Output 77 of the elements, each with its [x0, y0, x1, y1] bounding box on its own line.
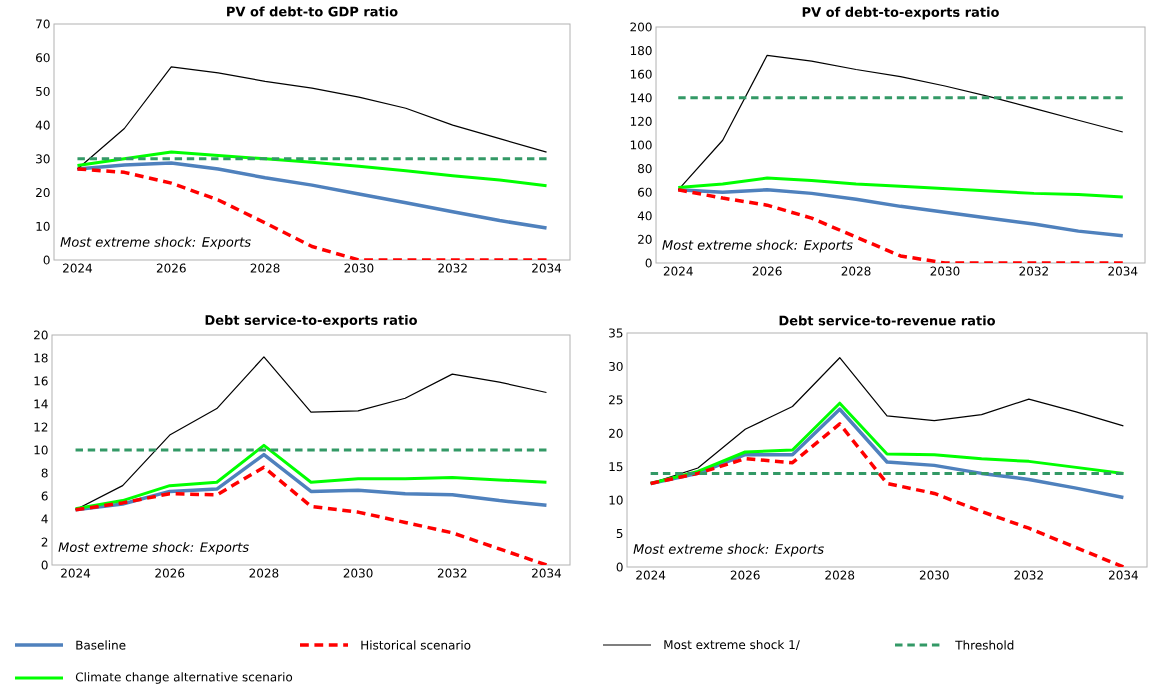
x-tick-label: 2034 [1108, 570, 1138, 580]
y-tick-label: 6 [41, 491, 48, 501]
chart-title: PV of debt-to GDP ratio [227, 6, 398, 17]
y-tick-label: 200 [630, 22, 652, 32]
y-tick-label: 80 [638, 164, 652, 174]
annotation: Most extreme shock: Exports [60, 236, 251, 250]
x-tick-label: 2024 [61, 568, 91, 578]
y-tick-label: 5 [616, 529, 623, 539]
y-tick-label: 4 [41, 514, 48, 524]
x-tick-label: 2032 [1019, 266, 1048, 276]
y-tick-label: 60 [36, 53, 50, 63]
y-tick-label: 16 [34, 376, 48, 386]
y-tick-label: 30 [36, 154, 50, 164]
x-tick-label: 2030 [343, 568, 373, 578]
x-tick-label: 2034 [532, 568, 562, 578]
y-tick-label: 0 [41, 560, 48, 570]
y-tick-label: 100 [630, 140, 652, 150]
y-tick-label: 0 [616, 562, 623, 572]
chart-title: Debt service-to-revenue ratio [779, 315, 996, 326]
x-tick-label: 2024 [636, 570, 666, 580]
annotation: Most extreme shock: Exports [662, 239, 853, 253]
x-tick-label: 2026 [156, 263, 186, 273]
x-tick-label: 2026 [752, 266, 782, 276]
y-tick-label: 8 [41, 468, 48, 478]
x-tick-label: 2024 [63, 263, 93, 273]
chart-title: Debt service-to-exports ratio [205, 314, 417, 328]
y-tick-label: 120 [630, 116, 652, 126]
legend-label: Most extreme shock 1/ [664, 639, 800, 651]
y-tick-label: 40 [35, 120, 50, 130]
y-tick-label: 18 [34, 353, 48, 363]
legend-label: Climate change alternative scenario [75, 672, 293, 684]
y-tick-label: 15 [609, 462, 623, 472]
x-tick-label: 2032 [437, 568, 467, 578]
legend-label: Baseline [76, 640, 126, 650]
y-tick-label: 180 [630, 46, 652, 56]
x-tick-label: 2032 [438, 263, 467, 273]
y-tick-label: 14 [34, 399, 48, 409]
y-tick-label: 160 [630, 69, 652, 79]
y-tick-label: 12 [34, 422, 48, 432]
x-tick-label: 2030 [930, 266, 960, 276]
y-tick-label: 40 [637, 211, 652, 221]
y-tick-label: 25 [609, 395, 623, 405]
y-tick-label: 2 [41, 537, 48, 547]
y-tick-label: 0 [43, 255, 50, 265]
x-tick-label: 2034 [532, 263, 562, 273]
y-tick-label: 20 [34, 330, 48, 340]
y-tick-label: 70 [36, 19, 50, 29]
x-tick-label: 2034 [1108, 266, 1138, 276]
y-tick-label: 35 [609, 328, 623, 338]
chart-title: PV of debt-to-exports ratio [802, 6, 999, 20]
y-tick-label: 20 [638, 234, 652, 244]
y-tick-label: 140 [630, 93, 652, 103]
x-tick-label: 2032 [1014, 570, 1043, 580]
line-series [75, 150, 549, 188]
x-tick-label: 2028 [825, 570, 855, 580]
y-tick-label: 10 [609, 495, 623, 505]
y-tick-label: 10 [36, 221, 50, 231]
legend-label: Threshold [955, 640, 1014, 650]
x-tick-label: 2026 [730, 570, 760, 580]
y-tick-label: 20 [609, 428, 623, 438]
annotation: Most extreme shock: Exports [633, 543, 824, 557]
x-tick-label: 2028 [250, 263, 280, 273]
annotation: Most extreme shock: Exports [58, 541, 249, 555]
x-tick-label: 2026 [155, 568, 185, 578]
y-tick-label: 60 [638, 187, 652, 197]
y-tick-label: 30 [609, 361, 623, 371]
x-tick-label: 2028 [841, 266, 871, 276]
y-tick-label: 0 [645, 258, 652, 268]
y-tick-label: 10 [34, 445, 48, 455]
x-tick-label: 2028 [249, 568, 279, 578]
line-series [75, 161, 549, 230]
x-tick-label: 2030 [919, 570, 949, 580]
y-tick-label: 20 [36, 188, 50, 198]
x-tick-label: 2030 [344, 263, 374, 273]
legend-label: Historical scenario [361, 640, 471, 650]
y-tick-label: 50 [36, 86, 50, 96]
x-tick-label: 2024 [663, 266, 693, 276]
